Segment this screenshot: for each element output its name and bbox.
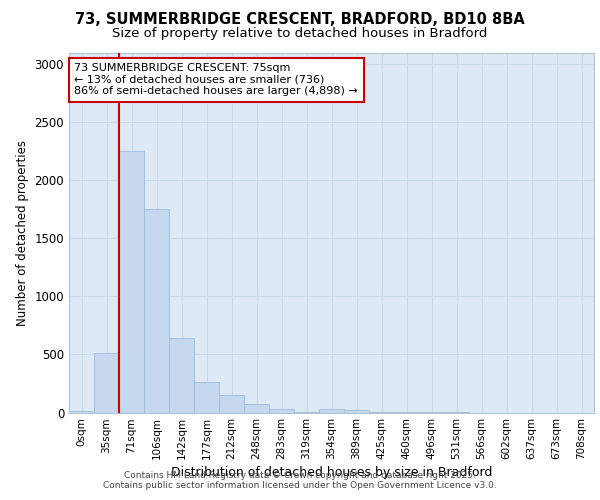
Bar [144,210,169,412]
X-axis label: Distribution of detached houses by size in Bradford: Distribution of detached houses by size … [171,466,492,479]
Bar [119,151,144,412]
Text: 73 SUMMERBRIDGE CRESCENT: 75sqm
← 13% of detached houses are smaller (736)
86% o: 73 SUMMERBRIDGE CRESCENT: 75sqm ← 13% of… [74,64,358,96]
Bar [94,354,119,412]
Bar [319,409,344,412]
Bar [169,338,194,412]
Bar [219,395,244,412]
Bar [244,404,269,412]
Bar [344,410,369,412]
Bar [194,382,219,412]
Text: Contains public sector information licensed under the Open Government Licence v3: Contains public sector information licen… [103,481,497,490]
Y-axis label: Number of detached properties: Number of detached properties [16,140,29,326]
Text: Size of property relative to detached houses in Bradford: Size of property relative to detached ho… [112,28,488,40]
Bar [69,411,94,412]
Text: Contains HM Land Registry data © Crown copyright and database right 2025.: Contains HM Land Registry data © Crown c… [124,471,476,480]
Text: 73, SUMMERBRIDGE CRESCENT, BRADFORD, BD10 8BA: 73, SUMMERBRIDGE CRESCENT, BRADFORD, BD1… [75,12,525,28]
Bar [269,409,294,412]
